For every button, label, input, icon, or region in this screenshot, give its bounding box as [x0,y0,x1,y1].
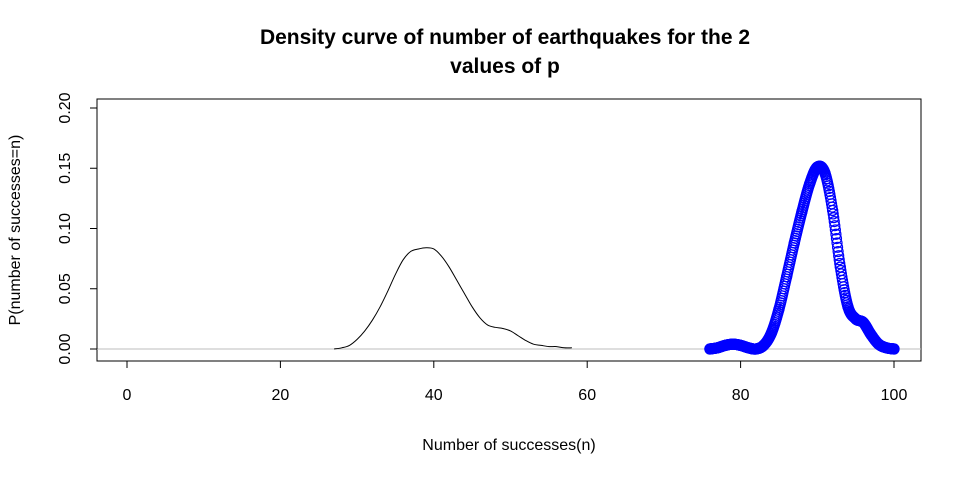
x-tick-label: 80 [732,387,750,404]
x-axis: 0 20 40 60 80 100 [123,360,908,404]
series-1-marker [827,204,839,217]
y-tick-label: 0.10 [57,213,74,244]
series-1-marker [833,254,845,266]
x-tick-label: 40 [425,387,443,404]
series-1-marker [829,224,841,236]
x-tick-label: 0 [123,387,132,404]
series-layer [334,160,900,355]
series-1-marker [833,250,845,262]
y-tick-label: 0.05 [57,273,74,304]
series-1-marker [832,245,844,258]
y-axis-label: P(number of successes=n) [7,135,24,326]
y-tick-label: 0.00 [57,333,74,364]
series-0-line [334,247,572,350]
series-1-marker-trail [704,160,900,355]
series-1-marker [831,237,843,249]
x-tick-label: 60 [578,387,596,404]
y-axis: 0.00 0.05 0.10 0.15 0.20 [57,92,98,365]
chart-title-line-2: values of p [450,55,560,78]
series-1-marker [830,228,842,240]
series-1-marker [828,212,840,224]
series-1-marker [828,215,840,228]
y-tick-label: 0.20 [57,92,74,123]
series-1-marker [831,241,844,253]
series-1-marker [829,220,841,232]
series-1-marker [827,208,839,220]
x-tick-label: 100 [881,387,908,404]
x-axis-label: Number of successes(n) [422,437,595,454]
series-1-marker [888,343,900,355]
x-tick-label: 20 [272,387,290,404]
y-tick-label: 0.15 [57,153,74,184]
chart-title-line-1: Density curve of number of earthquakes f… [260,26,750,49]
series-1-marker [830,232,843,245]
series-1-marker [834,257,846,270]
